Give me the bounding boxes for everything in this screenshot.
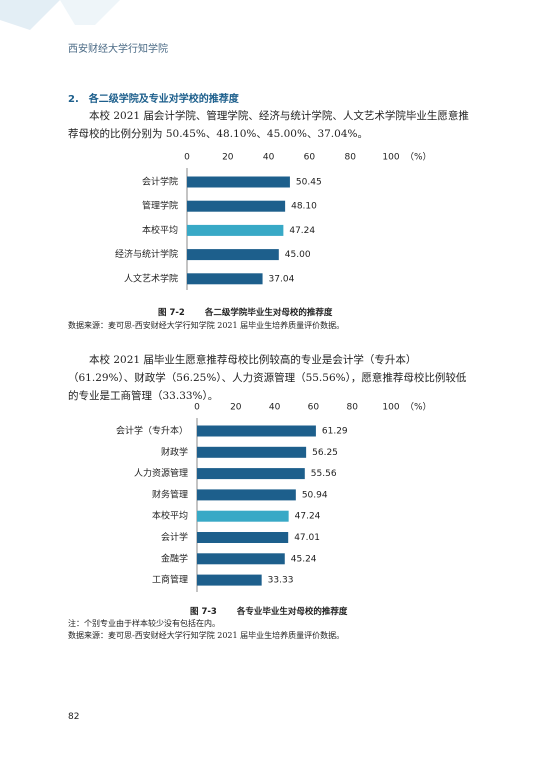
caption-label: 图 7-3 [190,607,217,617]
x-tick-label: 80 [346,403,358,413]
y-tick-label: 金融学 [161,552,188,564]
value-label: 47.24 [295,512,321,522]
chart: 0 20 40 60 80 100 （%） 会计学院 50.45 管理学院 48.10 本校平均 47.… [115,152,432,290]
x-tick-label: 40 [269,403,281,413]
y-tick-label: 经济与统计学院 [115,248,178,260]
value-label: 55.56 [311,469,337,479]
value-label: 37.04 [269,274,295,284]
y-tick-label: 财政学 [161,446,188,458]
y-tick-label: 本校平均 [142,224,178,236]
value-label: 47.01 [294,533,320,543]
bar [197,510,289,522]
source: 数据来源：麦可思-西安财经大学行知学院 2021 届毕业生培养质量评价数据。 [68,321,345,330]
bar [197,532,289,543]
x-tick-label: 60 [304,153,316,163]
bar [187,273,263,285]
y-tick-label: 会计学院 [142,176,178,188]
x-tick-label: 0 [184,153,190,163]
y-tick-label: 人文艺术学院 [124,272,178,284]
x-tick-label: 0 [194,403,200,413]
value-label: 50.45 [296,178,322,188]
bar [197,425,316,437]
value-label: 45.00 [285,250,311,260]
chart-title: 各专业毕业生对母校的推荐度 [236,607,348,617]
y-tick-label: 管理学院 [142,200,178,212]
value-label: 61.29 [322,427,348,437]
x-tick-label: 60 [308,403,320,413]
bar [197,489,296,501]
header-title: 西安财经大学行知学院 [68,44,168,55]
figure-caption: 图 7-2 各二级学院毕业生对母校的推荐度 [158,306,332,318]
bar [197,553,285,565]
x-tick-label: 100 [382,153,399,163]
value-label: 33.33 [268,576,294,586]
value-label: 45.24 [291,554,317,564]
bar [187,249,279,261]
value-label: 48.10 [291,202,317,212]
paragraph: 本校 2021 届会计学院、管理学院、经济与统计学院、人文艺术学院毕业生愿意推荐… [68,110,469,140]
value-label: 50.94 [302,490,328,500]
bar [197,574,262,586]
y-tick-label: 工商管理 [152,574,188,586]
page-number: 82 [68,712,80,722]
y-tick-label: 人力资源管理 [134,467,188,479]
x-tick-label: 40 [263,153,275,163]
bar [197,468,305,480]
bar [187,176,290,188]
paragraph: 本校 2021 届毕业生愿意推荐母校比例较高的专业是会计学（专升本）（61.29… [68,354,467,402]
y-tick-label: 会计学（专升本） [116,425,188,437]
y-tick-label: 财务管理 [152,488,188,500]
chart-title: 各二级学院毕业生对母校的推荐度 [204,308,333,318]
bar [197,446,307,458]
source: 数据来源：麦可思-西安财经大学行知学院 2021 届毕业生培养质量评价数据。 [68,631,345,640]
bar [187,200,286,212]
x-tick-label: 20 [230,403,242,413]
caption-label: 图 7-2 [158,308,185,318]
figure-caption: 图 7-3 各专业毕业生对母校的推荐度 [190,605,347,617]
axis-unit: （%） [405,402,432,413]
bar [187,224,284,236]
x-tick-label: 100 [382,403,399,413]
value-label: 47.24 [289,226,315,236]
value-label: 56.25 [312,448,338,458]
y-tick-label: 会计学 [161,531,188,543]
chart: 0 20 40 60 80 100 （%） 会计学（专升本） 61.29 财政学 56.25 人力资源… [116,402,432,592]
note: 注：个别专业由于样本较少没有包括在内。 [68,619,220,628]
y-tick-label: 本校平均 [152,510,188,522]
x-tick-label: 20 [222,153,234,163]
corner-decoration [0,0,120,30]
section-title: 2. 各二级学院及专业对学校的推荐度 [68,94,239,105]
axis-unit: （%） [405,152,432,163]
x-tick-label: 80 [344,153,356,163]
